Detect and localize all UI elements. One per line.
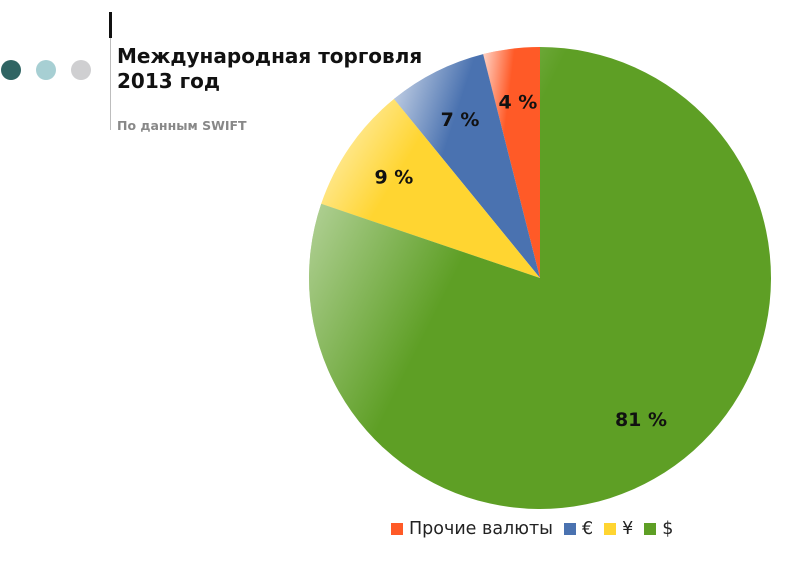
title-divider-line — [110, 38, 111, 130]
legend-swatch-other — [391, 523, 403, 535]
pie-slice-highlight-yen — [321, 99, 540, 278]
bullet-dot-dark — [1, 60, 21, 80]
legend-label-dollar: $ — [662, 519, 674, 539]
legend-item-euro: € — [563, 519, 594, 539]
pie-slice-highlight-dollar — [308, 47, 771, 510]
legend-item-dollar: $ — [644, 519, 673, 539]
pie-slice-highlight-euro — [393, 54, 540, 279]
data-label-dollar: 81 % — [615, 409, 667, 431]
legend-label-other: Прочие валюты — [409, 519, 553, 539]
data-label-other: 4 % — [498, 92, 537, 114]
chart-legend: Прочие валюты € ¥ $ — [391, 519, 684, 539]
legend-item-yen: ¥ — [604, 519, 633, 539]
slide-subtitle: По данным SWIFT — [117, 118, 247, 133]
bullet-dot-light — [36, 60, 56, 80]
data-label-euro: 7 % — [441, 109, 480, 131]
legend-item-other: Прочие валюты — [391, 519, 553, 539]
bullet-dot-gray — [71, 60, 91, 80]
pie-slice-highlight-other — [483, 47, 540, 278]
slide-title: Международная торговля 2013 год — [117, 44, 423, 93]
legend-swatch-yen — [604, 523, 617, 535]
data-label-yen: 9 % — [374, 167, 413, 189]
legend-swatch-euro — [563, 523, 576, 535]
title-accent-bar — [109, 12, 112, 38]
legend-swatch-dollar — [644, 523, 657, 535]
legend-label-yen: ¥ — [622, 519, 634, 539]
legend-label-euro: € — [581, 519, 594, 539]
